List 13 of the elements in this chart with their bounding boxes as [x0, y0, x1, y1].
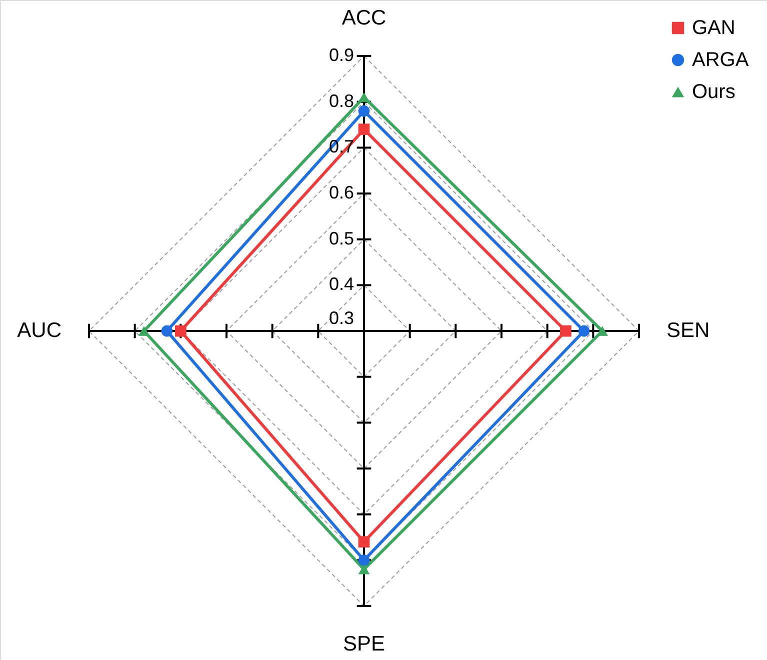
y-tick-label: 0.6 [328, 182, 354, 202]
spoke-label: SEN [666, 319, 710, 342]
y-tick-label: 0.4 [328, 274, 354, 294]
y-tick-label: 0.3 [328, 308, 354, 328]
spoke-label: SPE [342, 632, 386, 656]
legend-label: Ours [692, 81, 736, 103]
y-tick-label: 0.5 [328, 228, 354, 248]
spoke-label: AUC [17, 319, 62, 342]
y-tick-label: 0.9 [328, 45, 354, 65]
spoke-label: ACC [342, 6, 386, 30]
y-tick-label: 0.8 [328, 90, 354, 111]
legend-label: GAN [692, 17, 736, 39]
legend-label: ARGA [692, 49, 750, 71]
